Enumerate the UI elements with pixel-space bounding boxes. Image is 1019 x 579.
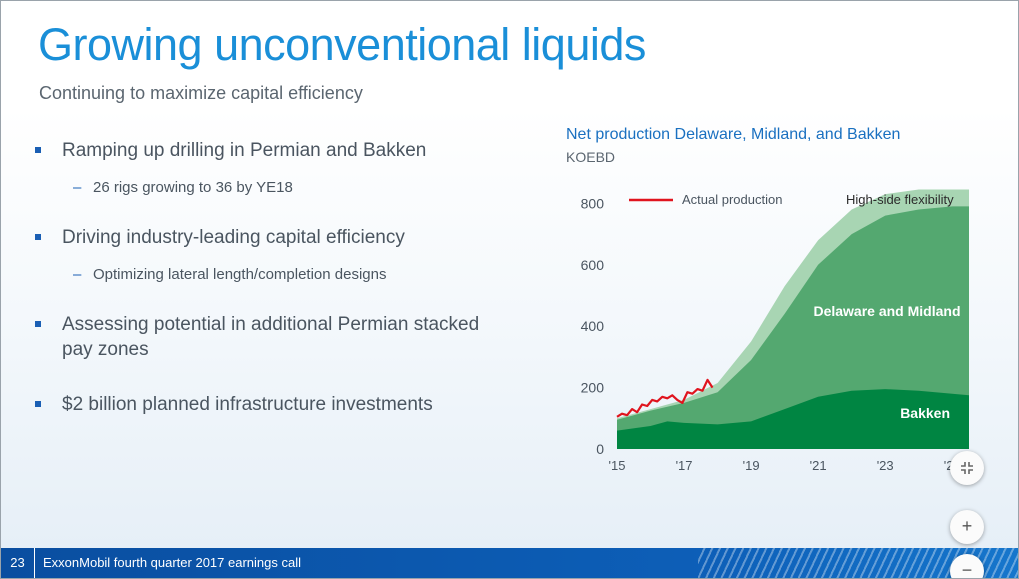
delaware-midland-area	[617, 206, 969, 449]
actual-production-line	[616, 378, 714, 418]
bullet-text: Assessing potential in additional Permia…	[62, 314, 480, 360]
bullet-item: Ramping up drilling in Permian and Bakke…	[35, 138, 505, 163]
y-tick-label: 400	[581, 318, 605, 334]
minus-icon: −	[961, 560, 973, 579]
dash-icon: –	[73, 179, 82, 196]
bullet-item: Driving industry-leading capital efficie…	[35, 225, 505, 250]
sub-bullet-text: Optimizing lateral length/completion des…	[93, 266, 387, 283]
bullet-text: $2 billion planned infrastructure invest…	[62, 394, 433, 415]
collapse-arrows-glyph	[961, 462, 973, 474]
bullet-item: $2 billion planned infrastructure invest…	[35, 392, 505, 417]
annotation-delaware-midland: Delaware and Midland	[813, 303, 960, 319]
annotation-high-side: High-side flexibility	[846, 192, 954, 207]
chart-title: Net production Delaware, Midland, and Ba…	[566, 126, 901, 143]
y-tick-label: 800	[581, 195, 605, 211]
plus-icon: +	[961, 516, 973, 536]
x-tick-label: '23	[877, 458, 894, 473]
bullet-square-icon	[35, 234, 41, 240]
slide-title: Growing unconventional liquids	[38, 19, 646, 70]
chart-unit: KOEBD	[566, 149, 616, 165]
zoom-out-button[interactable]: −	[950, 554, 984, 579]
sub-bullet-text: 26 rigs growing to 36 by YE18	[93, 179, 293, 196]
y-tick-label: 0	[596, 441, 604, 457]
bullet-text: Driving industry-leading capital efficie…	[62, 227, 405, 248]
x-tick-label: '19	[743, 458, 760, 473]
y-tick-label: 200	[581, 380, 605, 396]
x-tick-label: '15	[609, 458, 626, 473]
bullet-square-icon	[35, 401, 41, 407]
page-number: 23	[1, 548, 35, 578]
sub-bullet-item: – 26 rigs growing to 36 by YE18	[73, 179, 293, 196]
bullet-item: Assessing potential in additional Permia…	[35, 312, 515, 362]
footer-bar: 23 ExxonMobil fourth quarter 2017 earnin…	[1, 548, 1018, 578]
bakken-area	[617, 389, 969, 449]
legend-actual-label: Actual production	[682, 192, 782, 207]
sub-bullet-item: – Optimizing lateral length/completion d…	[73, 266, 387, 283]
bullet-square-icon	[35, 321, 41, 327]
x-tick-label: '21	[810, 458, 827, 473]
annotation-bakken: Bakken	[900, 405, 950, 421]
zoom-in-button[interactable]: +	[950, 510, 984, 544]
footer-text: ExxonMobil fourth quarter 2017 earnings …	[43, 555, 301, 570]
collapse-arrows-icon[interactable]	[950, 451, 984, 485]
bullet-text: Ramping up drilling in Permian and Bakke…	[62, 140, 427, 161]
x-tick-label: '17	[676, 458, 693, 473]
dash-icon: –	[73, 266, 82, 283]
slide-subtitle: Continuing to maximize capital efficienc…	[39, 83, 363, 103]
bullet-square-icon	[35, 147, 41, 153]
y-tick-label: 600	[581, 257, 605, 273]
